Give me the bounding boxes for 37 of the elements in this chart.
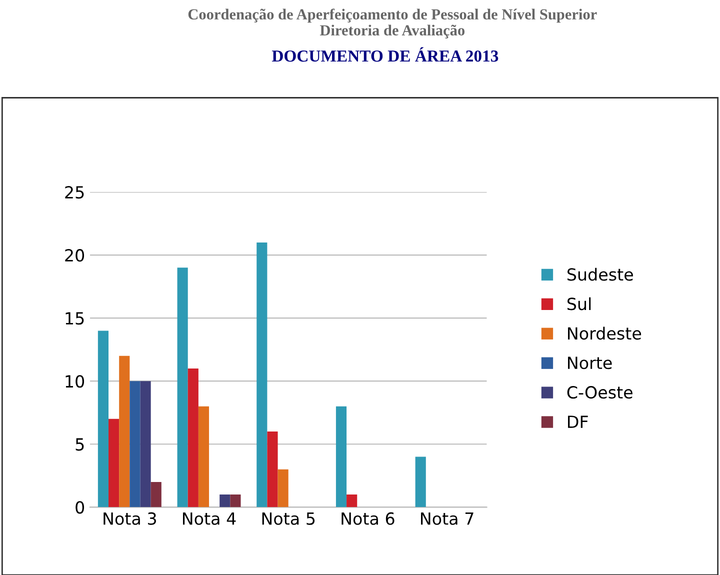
- legend-label: C-Oeste: [567, 386, 632, 399]
- y-tick-label: 0: [76, 501, 84, 514]
- bar: [150, 482, 162, 508]
- legend-label: Sudeste: [567, 268, 633, 281]
- bar: [140, 381, 151, 508]
- bar: [415, 456, 426, 508]
- y-tick-label: 20: [65, 249, 84, 262]
- bar: [188, 368, 198, 508]
- bar: [336, 406, 347, 508]
- x-tick-label: Nota 4: [182, 512, 236, 525]
- legend-label: Norte: [568, 356, 612, 370]
- x-tick-label: Nota 5: [262, 512, 315, 525]
- y-tick-label: 15: [66, 312, 84, 325]
- bar: [177, 268, 188, 508]
- legend-label: Nordeste: [568, 326, 642, 340]
- legend-label: DF: [568, 416, 588, 428]
- y-tick-label: 10: [66, 375, 84, 388]
- bar: [119, 356, 130, 508]
- bar: [108, 418, 120, 508]
- bar: [98, 330, 109, 508]
- bar: [346, 494, 358, 508]
- x-tick-label: Nota 6: [342, 512, 394, 525]
- x-tick-label: Nota 3: [104, 512, 156, 525]
- bar: [278, 469, 288, 508]
- text: Coordenação de Aperfeiçoamento de Pessoal de Nível Superior: [188, 8, 597, 23]
- bar: [198, 406, 210, 508]
- x-tick-label: Nota 7: [421, 512, 474, 525]
- bar: [267, 432, 278, 508]
- text: Diretoria de Avaliação: [320, 24, 465, 38]
- bar: [220, 494, 230, 508]
- y-tick-label: 25: [65, 186, 84, 199]
- y-tick-label: 5: [76, 438, 84, 451]
- chart-title: DOCUMENTO DE ÁREA 2013: [272, 47, 498, 62]
- bar: [230, 494, 241, 508]
- bar: [130, 381, 140, 508]
- legend-label: Sul: [567, 297, 591, 310]
- bar: [256, 242, 268, 508]
